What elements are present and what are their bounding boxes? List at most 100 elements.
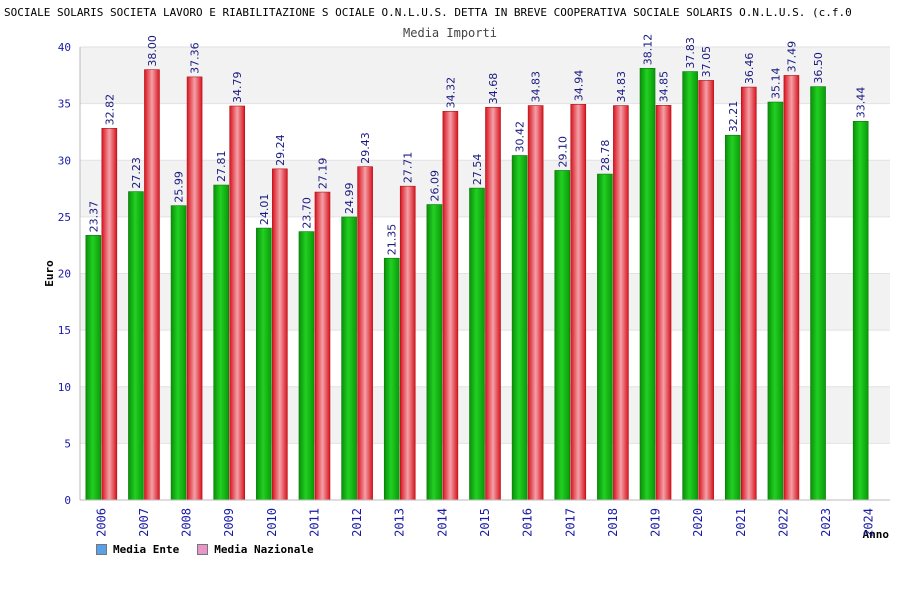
data-label-ente-2011: 23.70 xyxy=(300,197,313,229)
bar-ente-2012 xyxy=(341,216,357,501)
x-tick-label: 2010 xyxy=(265,508,279,537)
bar-ente-2021 xyxy=(724,134,741,501)
bar-ente-2020 xyxy=(682,71,698,501)
data-label-ente-2015: 27.54 xyxy=(471,154,484,186)
legend-label-ente: Media Ente xyxy=(113,543,180,556)
data-label-nazionale-2015: 34.68 xyxy=(487,73,500,105)
chart-main-title: SOCIALE SOLARIS SOCIETA LAVORO E RIABILI… xyxy=(4,6,852,19)
legend-label-nazionale: Media Nazionale xyxy=(214,543,314,556)
bar-ente-2006 xyxy=(85,235,102,501)
bar-nazionale-2007 xyxy=(144,69,160,501)
bar-nazionale-2010 xyxy=(272,168,288,501)
data-label-ente-2012: 24.99 xyxy=(343,182,356,214)
bar-nazionale-2006 xyxy=(101,128,118,501)
bar-ente-2023 xyxy=(810,86,826,501)
x-tick-label: 2016 xyxy=(521,508,535,537)
x-tick-label: 2022 xyxy=(776,508,790,537)
x-tick-label: 2009 xyxy=(222,508,236,537)
data-label-nazionale-2014: 34.32 xyxy=(444,77,457,109)
x-tick-label: 2006 xyxy=(94,508,108,537)
bar-nazionale-2008 xyxy=(186,76,203,501)
bar-ente-2010 xyxy=(256,227,272,501)
x-tick-label: 2021 xyxy=(734,508,748,537)
bar-nazionale-2022 xyxy=(783,75,800,501)
bar-ente-2024 xyxy=(852,120,869,501)
data-label-nazionale-2007: 38.00 xyxy=(146,35,159,67)
data-label-ente-2021: 32.21 xyxy=(727,101,740,133)
y-tick-label: 5 xyxy=(64,437,71,450)
bar-nazionale-2019 xyxy=(655,105,672,501)
data-label-ente-2013: 21.35 xyxy=(386,224,399,256)
x-tick-label: 2024 xyxy=(862,508,876,537)
bar-nazionale-2015 xyxy=(485,106,501,501)
bar-ente-2017 xyxy=(554,170,571,501)
bar-ente-2022 xyxy=(767,101,784,501)
bar-ente-2015 xyxy=(469,187,485,501)
y-axis-title: Euro xyxy=(43,260,56,287)
legend-item-ente: Media Ente xyxy=(96,543,179,556)
data-label-nazionale-2006: 32.82 xyxy=(103,94,116,126)
data-label-ente-2020: 37.83 xyxy=(684,37,697,69)
data-label-ente-2017: 29.10 xyxy=(556,136,569,168)
x-tick-label: 2008 xyxy=(180,508,194,537)
bar-nazionale-2012 xyxy=(357,166,373,501)
data-label-nazionale-2016: 34.83 xyxy=(530,71,543,103)
bar-ente-2011 xyxy=(298,231,315,501)
data-label-ente-2007: 27.23 xyxy=(130,157,143,189)
y-tick-label: 15 xyxy=(58,324,71,337)
data-label-ente-2019: 38.12 xyxy=(642,34,655,66)
y-tick-label: 30 xyxy=(58,154,71,167)
legend-swatch-nazionale xyxy=(197,544,209,555)
data-label-nazionale-2008: 37.36 xyxy=(189,42,202,74)
data-label-nazionale-2013: 27.71 xyxy=(402,152,415,184)
chart-legend: Media Ente Media Nazionale xyxy=(96,543,314,556)
data-label-nazionale-2018: 34.83 xyxy=(615,71,628,103)
y-tick-label: 40 xyxy=(58,41,71,54)
legend-item-nazionale: Media Nazionale xyxy=(197,543,314,556)
x-tick-label: 2015 xyxy=(478,508,492,537)
data-label-ente-2009: 27.81 xyxy=(215,151,228,183)
bar-ente-2016 xyxy=(511,155,528,501)
x-tick-label: 2017 xyxy=(563,508,577,537)
y-tick-label: 0 xyxy=(64,494,71,507)
x-tick-label: 2019 xyxy=(649,508,663,537)
bar-ente-2013 xyxy=(383,257,400,501)
data-label-ente-2014: 26.09 xyxy=(428,170,441,202)
x-tick-label: 2018 xyxy=(606,508,620,537)
x-tick-label: 2013 xyxy=(393,508,407,537)
data-label-ente-2010: 24.01 xyxy=(258,194,271,226)
x-tick-label: 2012 xyxy=(350,508,364,537)
bar-nazionale-2021 xyxy=(740,86,757,501)
data-label-ente-2006: 23.37 xyxy=(87,201,100,233)
bar-nazionale-2018 xyxy=(613,105,629,501)
bar-ente-2018 xyxy=(597,173,613,501)
bar-ente-2008 xyxy=(170,205,187,501)
data-label-ente-2022: 35.14 xyxy=(769,68,782,100)
y-tick-label: 35 xyxy=(58,98,71,111)
bar-ente-2007 xyxy=(128,191,144,501)
data-label-ente-2008: 25.99 xyxy=(173,171,186,203)
legend-swatch-ente xyxy=(96,544,107,555)
data-label-ente-2018: 28.78 xyxy=(599,140,612,172)
data-label-nazionale-2022: 37.49 xyxy=(785,41,798,73)
data-label-nazionale-2020: 37.05 xyxy=(700,46,713,78)
x-tick-label: 2014 xyxy=(435,508,449,537)
x-tick-label: 2007 xyxy=(137,508,151,537)
x-tick-label: 2020 xyxy=(691,508,705,537)
data-label-ente-2016: 30.42 xyxy=(514,121,527,153)
bar-nazionale-2014 xyxy=(442,111,459,501)
bar-ente-2019 xyxy=(639,67,656,501)
data-label-nazionale-2021: 36.46 xyxy=(743,53,756,85)
x-tick-label: 2011 xyxy=(307,508,321,537)
bar-nazionale-2017 xyxy=(570,104,587,501)
y-tick-label: 10 xyxy=(58,381,71,394)
data-label-nazionale-2012: 29.43 xyxy=(359,132,372,164)
data-label-ente-2023: 36.50 xyxy=(812,52,825,84)
y-tick-label: 20 xyxy=(58,268,71,281)
data-label-nazionale-2011: 27.19 xyxy=(316,158,329,190)
bar-ente-2014 xyxy=(426,204,443,501)
data-label-nazionale-2019: 34.85 xyxy=(658,71,671,103)
data-label-nazionale-2017: 34.94 xyxy=(572,70,585,102)
bar-nazionale-2020 xyxy=(698,80,714,501)
